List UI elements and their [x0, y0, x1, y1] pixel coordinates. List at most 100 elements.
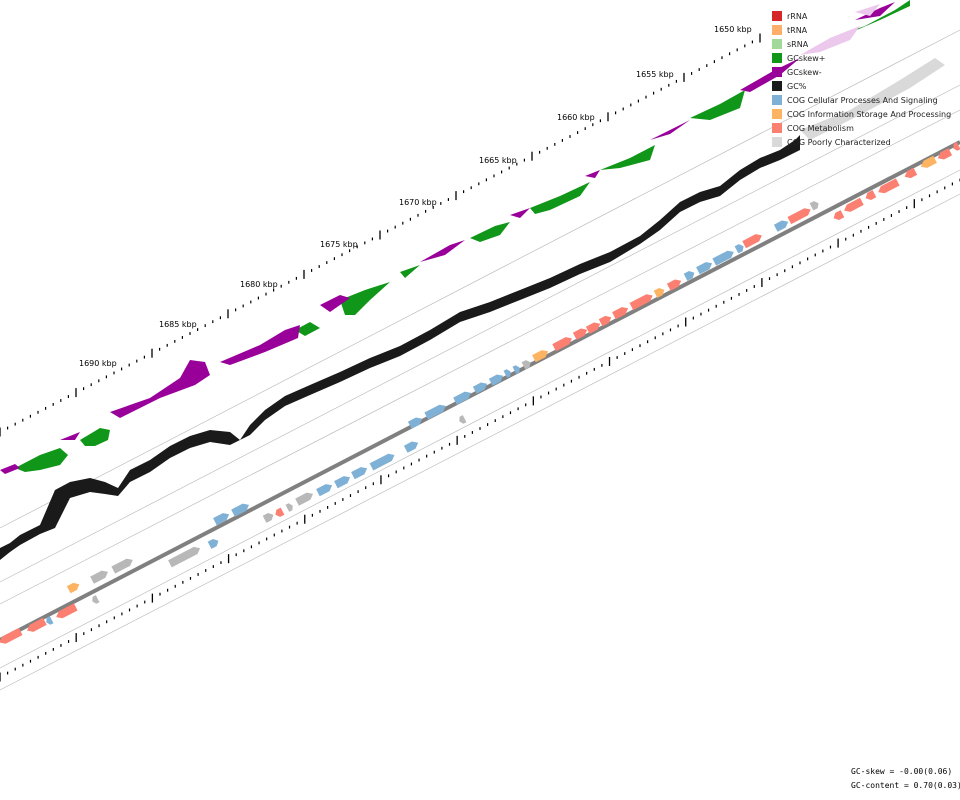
gene-arrow	[168, 546, 201, 568]
gene-arrow	[459, 415, 467, 424]
gene-arrow	[503, 369, 511, 378]
stats-footer: GC-skew = -0.00(0.06) GC-content = 0.70(…	[851, 765, 960, 793]
gene-arrow	[904, 167, 918, 179]
legend-label: rRNA	[787, 11, 808, 21]
legend-label: tRNA	[787, 25, 808, 35]
gene-arrow	[0, 627, 23, 644]
gene-arrow	[773, 220, 789, 232]
gene-arrow	[111, 558, 133, 574]
legend-swatch	[772, 53, 782, 63]
outer-ruler	[0, 33, 761, 437]
legend-item: COG Metabolism	[772, 121, 951, 135]
guide-line	[0, 169, 960, 669]
gene-arrow	[90, 570, 108, 584]
gene-arrow	[937, 148, 953, 160]
gene-arrow	[612, 307, 629, 320]
tick-label: 1665 kbp	[479, 156, 517, 165]
legend-swatch	[772, 123, 782, 133]
gene-arrow	[512, 365, 520, 374]
gene-arrow	[787, 208, 811, 225]
gene-arrow	[809, 201, 819, 211]
gene-arrow	[66, 582, 80, 594]
gene-arrow	[334, 476, 351, 489]
gene-arrow	[92, 595, 100, 604]
legend-label: GCskew-	[787, 67, 822, 77]
gene-arrow	[572, 328, 588, 340]
gene-arrow	[472, 382, 488, 394]
legend-label: sRNA	[787, 39, 809, 49]
legend-swatch	[772, 95, 782, 105]
tick-label: 1655 kbp	[636, 70, 674, 79]
gene-arrow	[920, 155, 937, 168]
guide-line	[0, 84, 960, 583]
light-gray-track	[800, 58, 945, 140]
gene-arrow	[953, 142, 960, 151]
gene-arrow	[369, 453, 395, 471]
gene-arrow	[683, 271, 695, 281]
gene-arrow	[629, 294, 653, 311]
gene-arrow	[712, 250, 734, 266]
guide-line	[0, 29, 960, 529]
legend-label: GCskew+	[787, 53, 826, 63]
gene-arrow	[585, 322, 601, 334]
gene-arrow	[696, 262, 713, 275]
gene-arrow	[316, 484, 333, 497]
gene-arrow	[653, 288, 665, 298]
gene-arrow	[46, 616, 54, 625]
gc-skew-faded	[800, 4, 880, 55]
legend-swatch	[772, 11, 782, 21]
gc-skew-minus-track	[0, 2, 895, 474]
legend-swatch	[772, 39, 782, 49]
legend-swatch	[772, 67, 782, 77]
legend-label: COG Poorly Characterized	[787, 137, 891, 147]
gene-arrow	[598, 315, 612, 327]
gene-arrow	[407, 417, 423, 429]
inner-ruler	[0, 178, 960, 682]
legend-label: COG Metabolism	[787, 123, 854, 133]
guide-line	[0, 193, 960, 691]
gene-arrow	[521, 360, 531, 370]
gene-arrow	[275, 507, 285, 517]
gene-arrow	[532, 350, 549, 363]
gene-arrow	[231, 503, 249, 517]
gene-arrow	[844, 197, 864, 212]
legend-swatch	[772, 109, 782, 119]
tick-label: 1690 kbp	[79, 359, 117, 368]
tick-label: 1675 kbp	[320, 240, 358, 249]
gene-arrow	[207, 539, 219, 549]
legend-item: GC%	[772, 79, 951, 93]
gene-arrow	[833, 210, 845, 220]
legend-label: GC%	[787, 81, 807, 91]
gene-arrow	[285, 503, 293, 512]
legend: rRNA tRNA sRNA GCskew+ GCskew- GC% COG Cellula…	[772, 9, 951, 149]
legend-item: COG Poorly Characterized	[772, 135, 951, 149]
legend-item: GCskew-	[772, 65, 951, 79]
gene-arrow	[552, 337, 572, 352]
gene-arrow	[27, 617, 47, 632]
gene-arrow	[262, 513, 274, 523]
gene-arrow	[742, 234, 762, 249]
legend-swatch	[772, 81, 782, 91]
gene-arrow	[488, 374, 504, 386]
guide-line	[0, 109, 960, 605]
legend-label: COG Cellular Processes And Signaling	[787, 95, 938, 105]
gene-arrow	[424, 404, 446, 420]
legend-label: COG Information Storage And Processing	[787, 109, 952, 119]
gc-content-track	[0, 135, 800, 560]
gene-arrow	[865, 190, 877, 200]
tick-label: 1660 kbp	[557, 113, 595, 122]
gene-arrow	[878, 178, 900, 194]
legend-swatch	[772, 25, 782, 35]
gene-arrow	[734, 244, 744, 254]
gene-arrow	[453, 391, 471, 405]
tick-label: 1680 kbp	[240, 280, 278, 289]
legend-swatch	[772, 137, 782, 147]
tick-label: 1650 kbp	[714, 25, 752, 34]
legend-item: COG Information Storage And Processing	[772, 107, 951, 121]
legend-item: rRNA	[772, 9, 951, 23]
legend-item: tRNA	[772, 23, 951, 37]
track-guides	[0, 29, 960, 691]
gene-features	[0, 142, 960, 644]
gc-content-stat: GC-content = 0.70(0.03)	[851, 781, 960, 790]
